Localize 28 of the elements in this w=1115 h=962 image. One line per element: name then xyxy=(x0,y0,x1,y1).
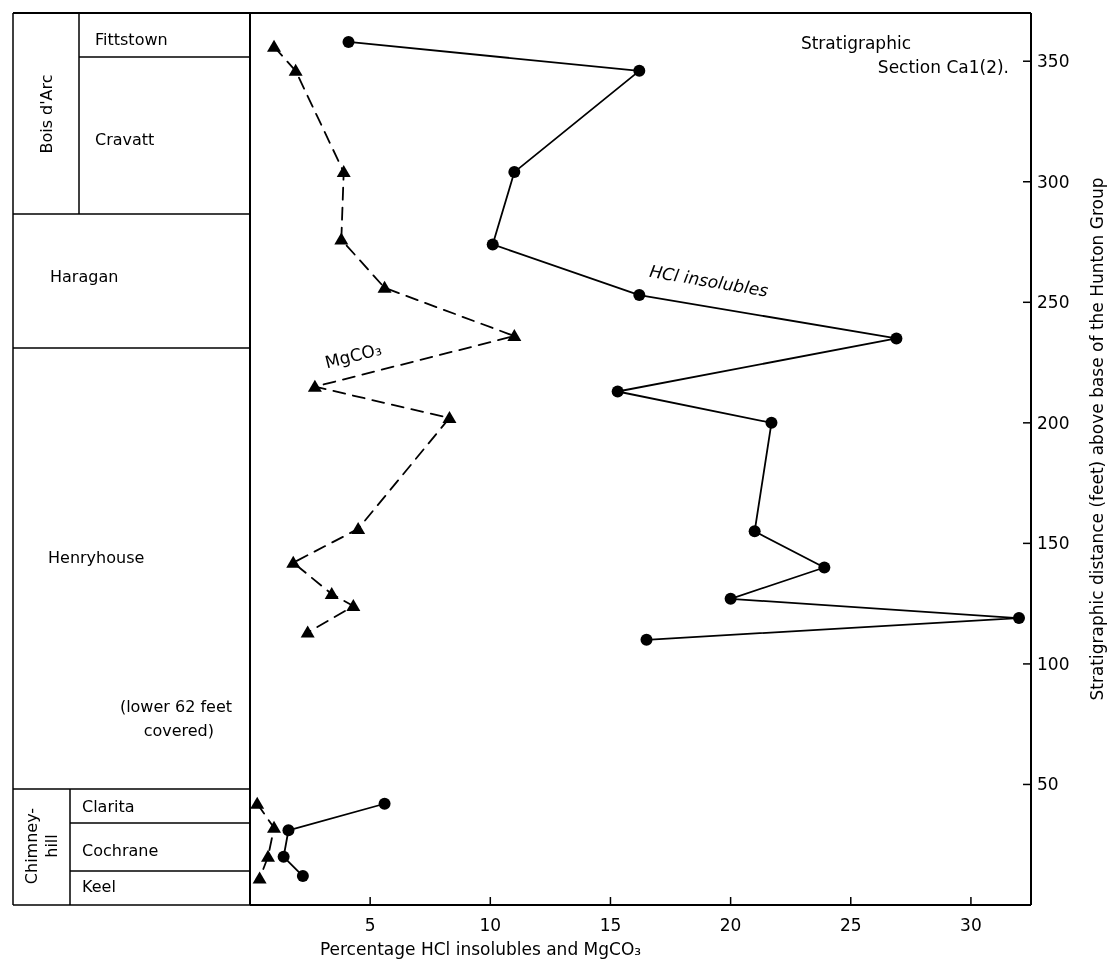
y-tick-label: 50 xyxy=(1037,774,1059,795)
text: Fittstown xyxy=(95,30,168,49)
text: Cravatt xyxy=(95,130,155,149)
y-tick-label: 200 xyxy=(1037,412,1070,433)
text: HCl insolubles xyxy=(648,261,770,301)
text: Haragan xyxy=(50,267,119,286)
text: Henryhouse xyxy=(48,548,145,567)
y-tick-label: 250 xyxy=(1037,292,1070,313)
x-tick-label: 30 xyxy=(960,915,982,935)
text: Chimney-hill xyxy=(22,807,61,885)
text: Clarita xyxy=(82,797,135,816)
text: Keel xyxy=(82,877,116,896)
x-axis-title: Percentage HCl insolubles and MgCO₃ xyxy=(319,939,642,959)
x-tick-label: 10 xyxy=(479,915,502,935)
text: Stratigraphic Section Ca1(2). xyxy=(800,33,1009,77)
y-tick-label: 350 xyxy=(1037,51,1070,72)
y-tick-label: 150 xyxy=(1037,533,1070,554)
x-tick-label: 5 xyxy=(364,915,376,935)
x-tick-label: 15 xyxy=(599,915,622,935)
text: (lower 62 feet covered) xyxy=(119,697,232,740)
text: Cochrane xyxy=(82,841,159,860)
text: Bois d'Arc xyxy=(37,74,56,154)
y-tick-label: 100 xyxy=(1037,653,1070,674)
x-tick-label: 25 xyxy=(839,915,862,935)
text: MgCO₃ xyxy=(322,338,384,373)
y-axis-title: Stratigraphic distance (feet) above base of the Hunton Group xyxy=(1087,177,1107,701)
x-tick-label: 20 xyxy=(719,915,742,935)
y-tick-label: 300 xyxy=(1037,171,1070,192)
